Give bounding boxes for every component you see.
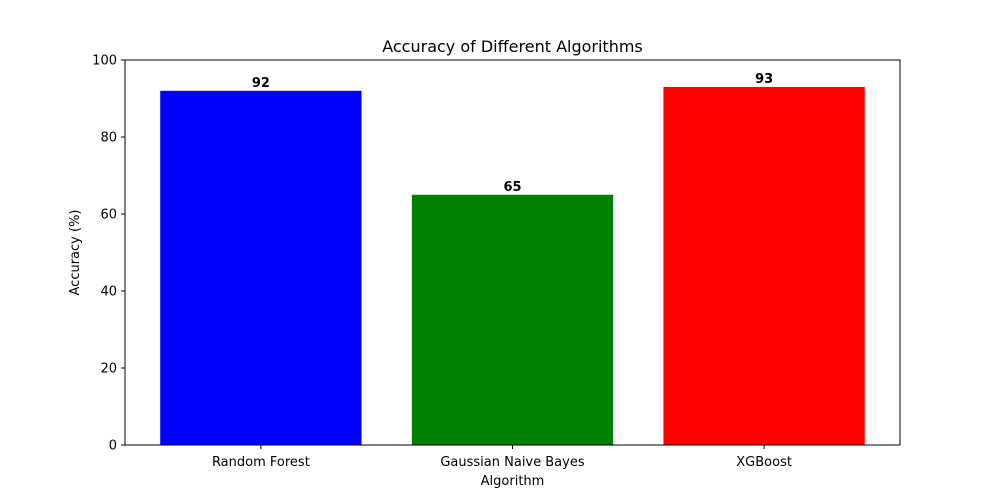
plot-frame <box>124 59 901 446</box>
x-axis-ticks: Random Forest Gaussian Naive Bayes XGBoost <box>212 445 792 470</box>
y-tick-label: 20 <box>100 362 117 377</box>
bar <box>411 194 614 445</box>
y-axis-title: Accuracy (%) <box>68 210 83 296</box>
bar-value-label: 65 <box>503 180 521 195</box>
y-tick-label: 0 <box>109 439 117 454</box>
bars-group <box>160 86 865 446</box>
y-tick-label: 60 <box>100 208 117 223</box>
bar-value-label: 92 <box>252 76 270 91</box>
bar <box>160 90 362 446</box>
bar <box>663 86 865 445</box>
y-tick-label: 80 <box>100 131 117 146</box>
y-axis-ticks: 0 20 40 60 80 100 <box>92 54 125 454</box>
x-axis-title: Algorithm <box>481 474 545 489</box>
x-tick-label: XGBoost <box>736 455 792 470</box>
y-tick-label: 100 <box>92 54 117 69</box>
bar-value-label: 93 <box>755 72 773 87</box>
data-labels-group: 92 65 93 <box>252 72 773 195</box>
x-tick-label: Random Forest <box>212 455 310 470</box>
x-tick-label: Gaussian Naive Bayes <box>440 455 584 470</box>
chart-title: Accuracy of Different Algorithms <box>382 37 643 56</box>
y-tick-label: 40 <box>100 285 117 300</box>
